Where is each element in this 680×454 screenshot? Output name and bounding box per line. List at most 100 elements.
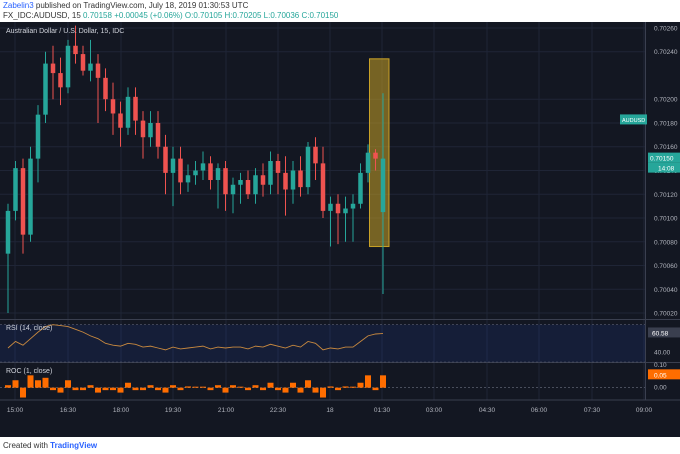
roc-bar (65, 380, 71, 388)
roc-bar (162, 387, 169, 393)
x-tick-label: 15:00 (7, 407, 24, 414)
candle-body (13, 168, 18, 211)
roc-bar (5, 385, 11, 388)
candle-body (140, 120, 146, 138)
price-tick-label: 0.70020 (654, 311, 678, 318)
candle-body (95, 63, 101, 78)
candle-body (5, 210, 11, 254)
x-tick-label: 01:30 (374, 407, 391, 414)
publisher-link[interactable]: Zabelin3 (3, 1, 34, 10)
roc-bar (35, 380, 41, 388)
roc-bar (305, 380, 311, 388)
symbol-tag: AUDUSD (622, 118, 645, 124)
price-tick-label: 0.70080 (654, 239, 678, 246)
price-tick-label: 0.70180 (654, 120, 678, 127)
candle-body (320, 163, 326, 211)
countdown-tag: 14:08 (658, 166, 675, 173)
roc-bar (72, 387, 79, 391)
candle-body (193, 170, 198, 176)
candle-body (110, 99, 116, 114)
roc-bar (110, 387, 116, 391)
candle-body (43, 63, 48, 115)
candle-body (118, 113, 123, 128)
x-tick-label: 03:00 (426, 407, 443, 414)
roc-value-tag-bg (648, 369, 680, 380)
x-tick-label: 16:30 (60, 407, 77, 414)
price-tick-label: 0.70100 (654, 216, 678, 223)
x-tick-label: 07:30 (584, 407, 601, 414)
roc-bar (260, 387, 266, 391)
roc-bar (372, 387, 379, 391)
x-tick-label: 09:00 (636, 407, 653, 414)
roc-bar (357, 382, 364, 388)
roc-bar (57, 387, 64, 393)
price-chart[interactable]: 15:00 16:30 18:00 19:30 21:00 22:30 18 01:30 03:… (0, 22, 680, 437)
roc-bar (207, 387, 214, 391)
candle-body (133, 96, 138, 121)
roc-bar (170, 385, 176, 388)
x-tick-label: 22:30 (270, 407, 287, 414)
candle-body (260, 175, 266, 185)
rsi-title: RSI (14, close) (6, 325, 53, 332)
chart-title: Australian Dollar / U.S. Dollar, 15, IDC (6, 28, 125, 35)
roc-tick-label: 0.00 (654, 385, 667, 392)
rsi-value-tag-bg (648, 327, 680, 338)
candle-body (268, 160, 273, 185)
roc-bar (237, 386, 244, 388)
roc-bar (320, 387, 326, 398)
rsi-band (0, 324, 645, 362)
candle-body (208, 163, 213, 181)
price-tick-label: 0.70240 (654, 49, 678, 56)
chart-area[interactable]: 15:00 16:30 18:00 19:30 21:00 22:30 18 01:30 03:… (0, 22, 680, 437)
roc-bar (282, 387, 289, 393)
candle-body (343, 208, 348, 214)
roc-bar (132, 387, 139, 391)
tradingview-logo[interactable]: TradingView (50, 441, 98, 450)
price-tick-label: 0.70120 (654, 192, 678, 199)
roc-bar (252, 385, 259, 388)
x-tick-label: 19:30 (165, 407, 182, 414)
price-tick-label: 0.70160 (654, 144, 678, 151)
roc-bar (215, 385, 221, 388)
roc-bar (335, 387, 341, 391)
roc-bar (87, 385, 94, 388)
published-text: published on TradingView.com, July 18, 2… (33, 1, 249, 10)
roc-bar (140, 387, 146, 391)
candle-body (185, 175, 191, 183)
x-tick-label: 21:00 (218, 407, 235, 414)
roc-bar (230, 385, 236, 388)
candle-body (20, 168, 26, 235)
candle-body (58, 73, 63, 88)
candle-body (125, 96, 131, 128)
roc-tick-label: 0.10 (654, 362, 667, 369)
candle-body (283, 172, 288, 190)
symbol-line: FX_IDC:AUDUSD, 15 0.70158 +0.00045 (+0.0… (3, 11, 338, 21)
candle-body (275, 160, 281, 173)
roc-bar (290, 382, 296, 388)
publish-header: Zabelin3 published on TradingView.com, J… (0, 0, 680, 22)
price-tick-label: 0.70040 (654, 287, 678, 294)
ohlc-values: O:0.70105 H:0.70205 L:0.70036 C:0.70150 (184, 11, 339, 20)
candle-body (65, 45, 71, 88)
price-tick-label: 0.70200 (654, 97, 678, 104)
candle-body (335, 203, 341, 214)
candle-body (253, 175, 258, 195)
price-change: +0.00045 (+0.06%) (114, 11, 183, 20)
roc-bar (95, 387, 101, 393)
roc-bar (312, 387, 319, 393)
candle-body (35, 114, 41, 159)
roc-bar (350, 386, 356, 388)
rsi-value-tag: 60.58 (652, 330, 669, 337)
candle-body (163, 146, 168, 173)
roc-bar (80, 387, 86, 391)
roc-bar (42, 377, 49, 388)
candle-body (328, 203, 333, 211)
rsi-line (7, 324, 384, 351)
roc-bar (12, 380, 19, 388)
roc-bar (380, 375, 386, 388)
candle-body (365, 152, 371, 173)
candle-body (358, 172, 363, 204)
x-tick-label: 18 (326, 407, 334, 414)
roc-bar (275, 387, 281, 391)
roc-bar (177, 387, 184, 391)
